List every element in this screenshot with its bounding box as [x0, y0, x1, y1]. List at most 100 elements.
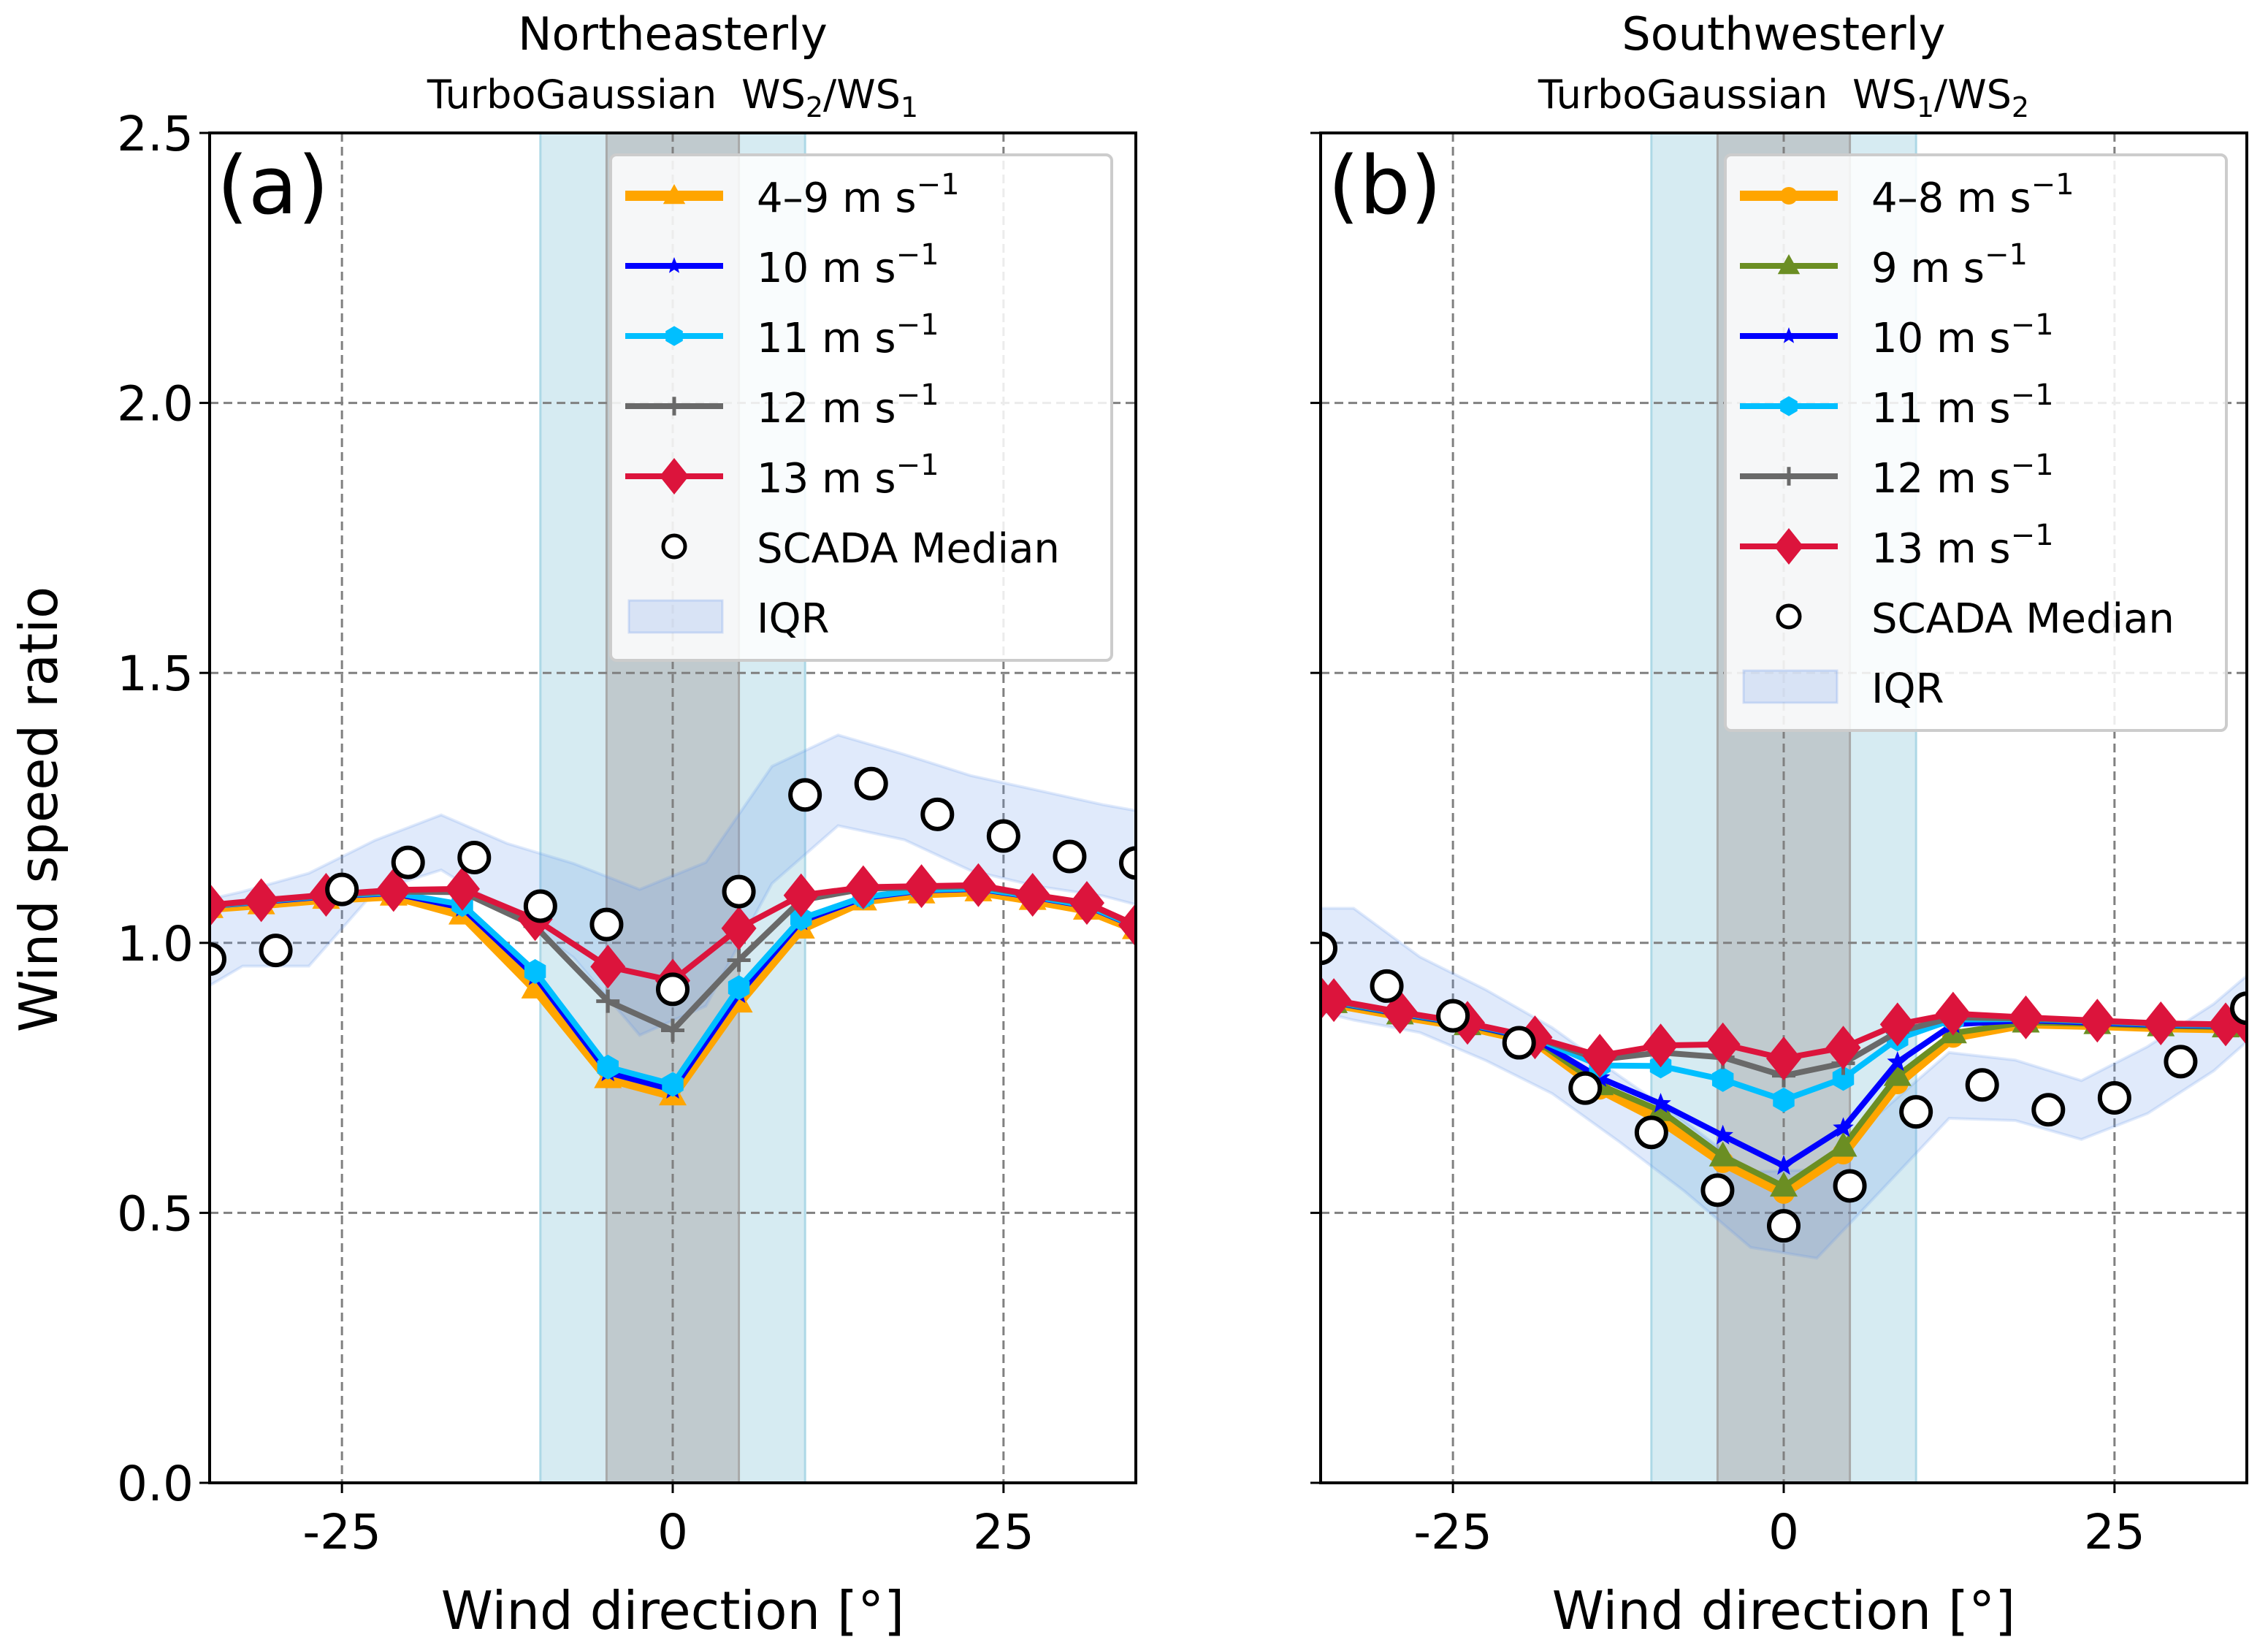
scada-median-point	[1568, 1071, 1603, 1105]
legend-item: 11 m s−1	[625, 308, 939, 362]
data-point	[1887, 1051, 1909, 1072]
data-point	[1770, 1172, 1798, 1197]
legend-marker	[1780, 396, 1798, 416]
legend-item: 9 m s−1	[1740, 238, 2028, 292]
legend-marker	[1780, 187, 1798, 205]
legend-label: 11 m s−1	[757, 308, 939, 362]
legend-label: 11 m s−1	[1871, 378, 2054, 432]
legend-marker	[1777, 254, 1801, 275]
data-point	[1935, 991, 1971, 1036]
legend-box	[609, 153, 1113, 662]
data-point	[2080, 999, 2115, 1043]
scada-median-point	[1899, 1095, 1933, 1129]
scada-median-point	[1634, 1115, 1668, 1150]
data-point	[728, 975, 750, 1001]
scada-median-point	[457, 841, 492, 875]
panel-a-title: Northeasterly	[518, 7, 828, 61]
series-line	[210, 882, 1136, 984]
legend-box	[1724, 153, 2228, 732]
data-point	[1643, 1023, 1679, 1068]
data-point	[596, 989, 620, 1013]
legend-item-iqr: IQR	[627, 595, 830, 643]
legend-item: 13 m s−1	[1740, 519, 2054, 573]
legend-marker	[665, 257, 683, 273]
legend-label: SCADA Median	[757, 525, 1060, 573]
data-point	[1712, 1124, 1733, 1145]
legend-patch	[627, 599, 724, 634]
legend-label: 10 m s−1	[757, 238, 939, 292]
panel-b-subtitle: TurboGaussian WS1/WS2	[1538, 72, 2029, 123]
legend-circle-marker	[661, 533, 687, 560]
y-axis-label: Wind speed ratio	[8, 587, 69, 1032]
legend-item: 10 m s−1	[1740, 308, 2054, 362]
y-tick-label: 1.0	[117, 916, 194, 972]
data-point	[904, 864, 939, 909]
data-point	[521, 973, 549, 999]
legend-item-scada: SCADA Median	[1776, 595, 2175, 643]
scada-median-point	[259, 934, 293, 968]
legend-marker	[663, 184, 686, 205]
legend-label: IQR	[757, 595, 830, 643]
legend-label: 13 m s−1	[757, 449, 939, 503]
panel-a-northeasterly: Northeasterly TurboGaussian WS2/WS1 Wind …	[117, 7, 1137, 1641]
data-point	[1321, 978, 1352, 1023]
scada-median-point	[1700, 1173, 1735, 1207]
legend: 4–8 m s−1 9 m s−1 10 m s−1 11 m s−1 12 m s−1…	[1724, 153, 2228, 732]
x-tick-label: 25	[2084, 1504, 2145, 1560]
panel-b-plot-area: -25 0 25 (b) 4–8 m s−1 9 m s−1 10 m s−1 11 m s−…	[1310, 131, 2248, 1560]
data-point	[1833, 1117, 1854, 1137]
legend-marker	[1780, 327, 1798, 343]
legend-label: IQR	[1871, 665, 1944, 713]
legend-item: 13 m s−1	[625, 449, 939, 503]
data-point	[243, 878, 279, 923]
panel-b-southwesterly: Southwesterly TurboGaussian WS1/WS2 Wind …	[1310, 7, 2248, 1641]
legend-marker	[665, 326, 683, 346]
scada-median-point	[1053, 839, 1087, 874]
x-tick-label: -25	[302, 1504, 381, 1560]
y-tick-label: 1.5	[117, 646, 194, 702]
scada-median-point	[1767, 1209, 1801, 1243]
data-point	[721, 906, 757, 950]
data-point	[597, 1054, 619, 1080]
panel-a-xlabel: Wind direction [°]	[441, 1580, 904, 1641]
legend-label: 10 m s−1	[1871, 308, 2054, 362]
scada-median-point	[1833, 1169, 1867, 1203]
data-point	[1708, 1141, 1737, 1167]
panel-b-xlabel: Wind direction [°]	[1552, 1580, 2015, 1641]
legend: 4–9 m s−1 10 m s−1 11 m s−1 12 m s−1 13 m s−…	[609, 153, 1113, 662]
scada-median-point	[1965, 1068, 1999, 1102]
legend-item: 11 m s−1	[1740, 378, 2054, 432]
legend-label: 13 m s−1	[1871, 519, 2054, 573]
scada-median-point	[2031, 1093, 2066, 1127]
scada-median-point	[1119, 846, 1136, 880]
legend-marker	[1774, 528, 1803, 565]
data-point	[1646, 1096, 1675, 1121]
legend-item-scada: SCADA Median	[661, 525, 1060, 573]
data-point	[1711, 1066, 1734, 1092]
series-13-ms	[1321, 976, 2247, 1080]
scada-median-point	[1502, 1026, 1536, 1060]
y-tick-label: 0.5	[117, 1186, 194, 1242]
scada-median-point	[1436, 999, 1470, 1033]
data-point	[590, 944, 626, 989]
legend-patch	[1742, 669, 1839, 704]
x-tick-label: 0	[1768, 1504, 1799, 1560]
scada-median-point	[325, 872, 359, 907]
data-point	[783, 873, 819, 917]
data-point	[662, 1072, 684, 1097]
legend-item-iqr: IQR	[1742, 665, 1944, 713]
data-point	[1825, 1026, 1861, 1070]
data-point	[845, 865, 881, 909]
legend-label: 4–9 m s−1	[757, 168, 960, 222]
panel-label: (b)	[1328, 139, 1442, 232]
data-point	[1879, 1002, 1915, 1047]
scada-median-point	[1370, 969, 1404, 1003]
scada-median-point	[854, 766, 888, 801]
data-point	[1650, 1093, 1671, 1113]
scada-median-point	[920, 797, 955, 831]
legend-marker	[665, 397, 684, 416]
data-point	[1773, 1155, 1795, 1175]
legend-marker	[660, 458, 689, 495]
y-tick-label: 2.5	[117, 106, 194, 162]
